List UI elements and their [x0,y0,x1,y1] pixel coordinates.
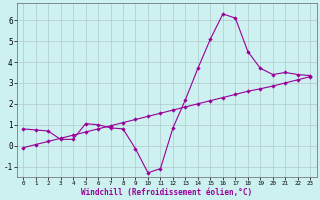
X-axis label: Windchill (Refroidissement éolien,°C): Windchill (Refroidissement éolien,°C) [81,188,252,197]
